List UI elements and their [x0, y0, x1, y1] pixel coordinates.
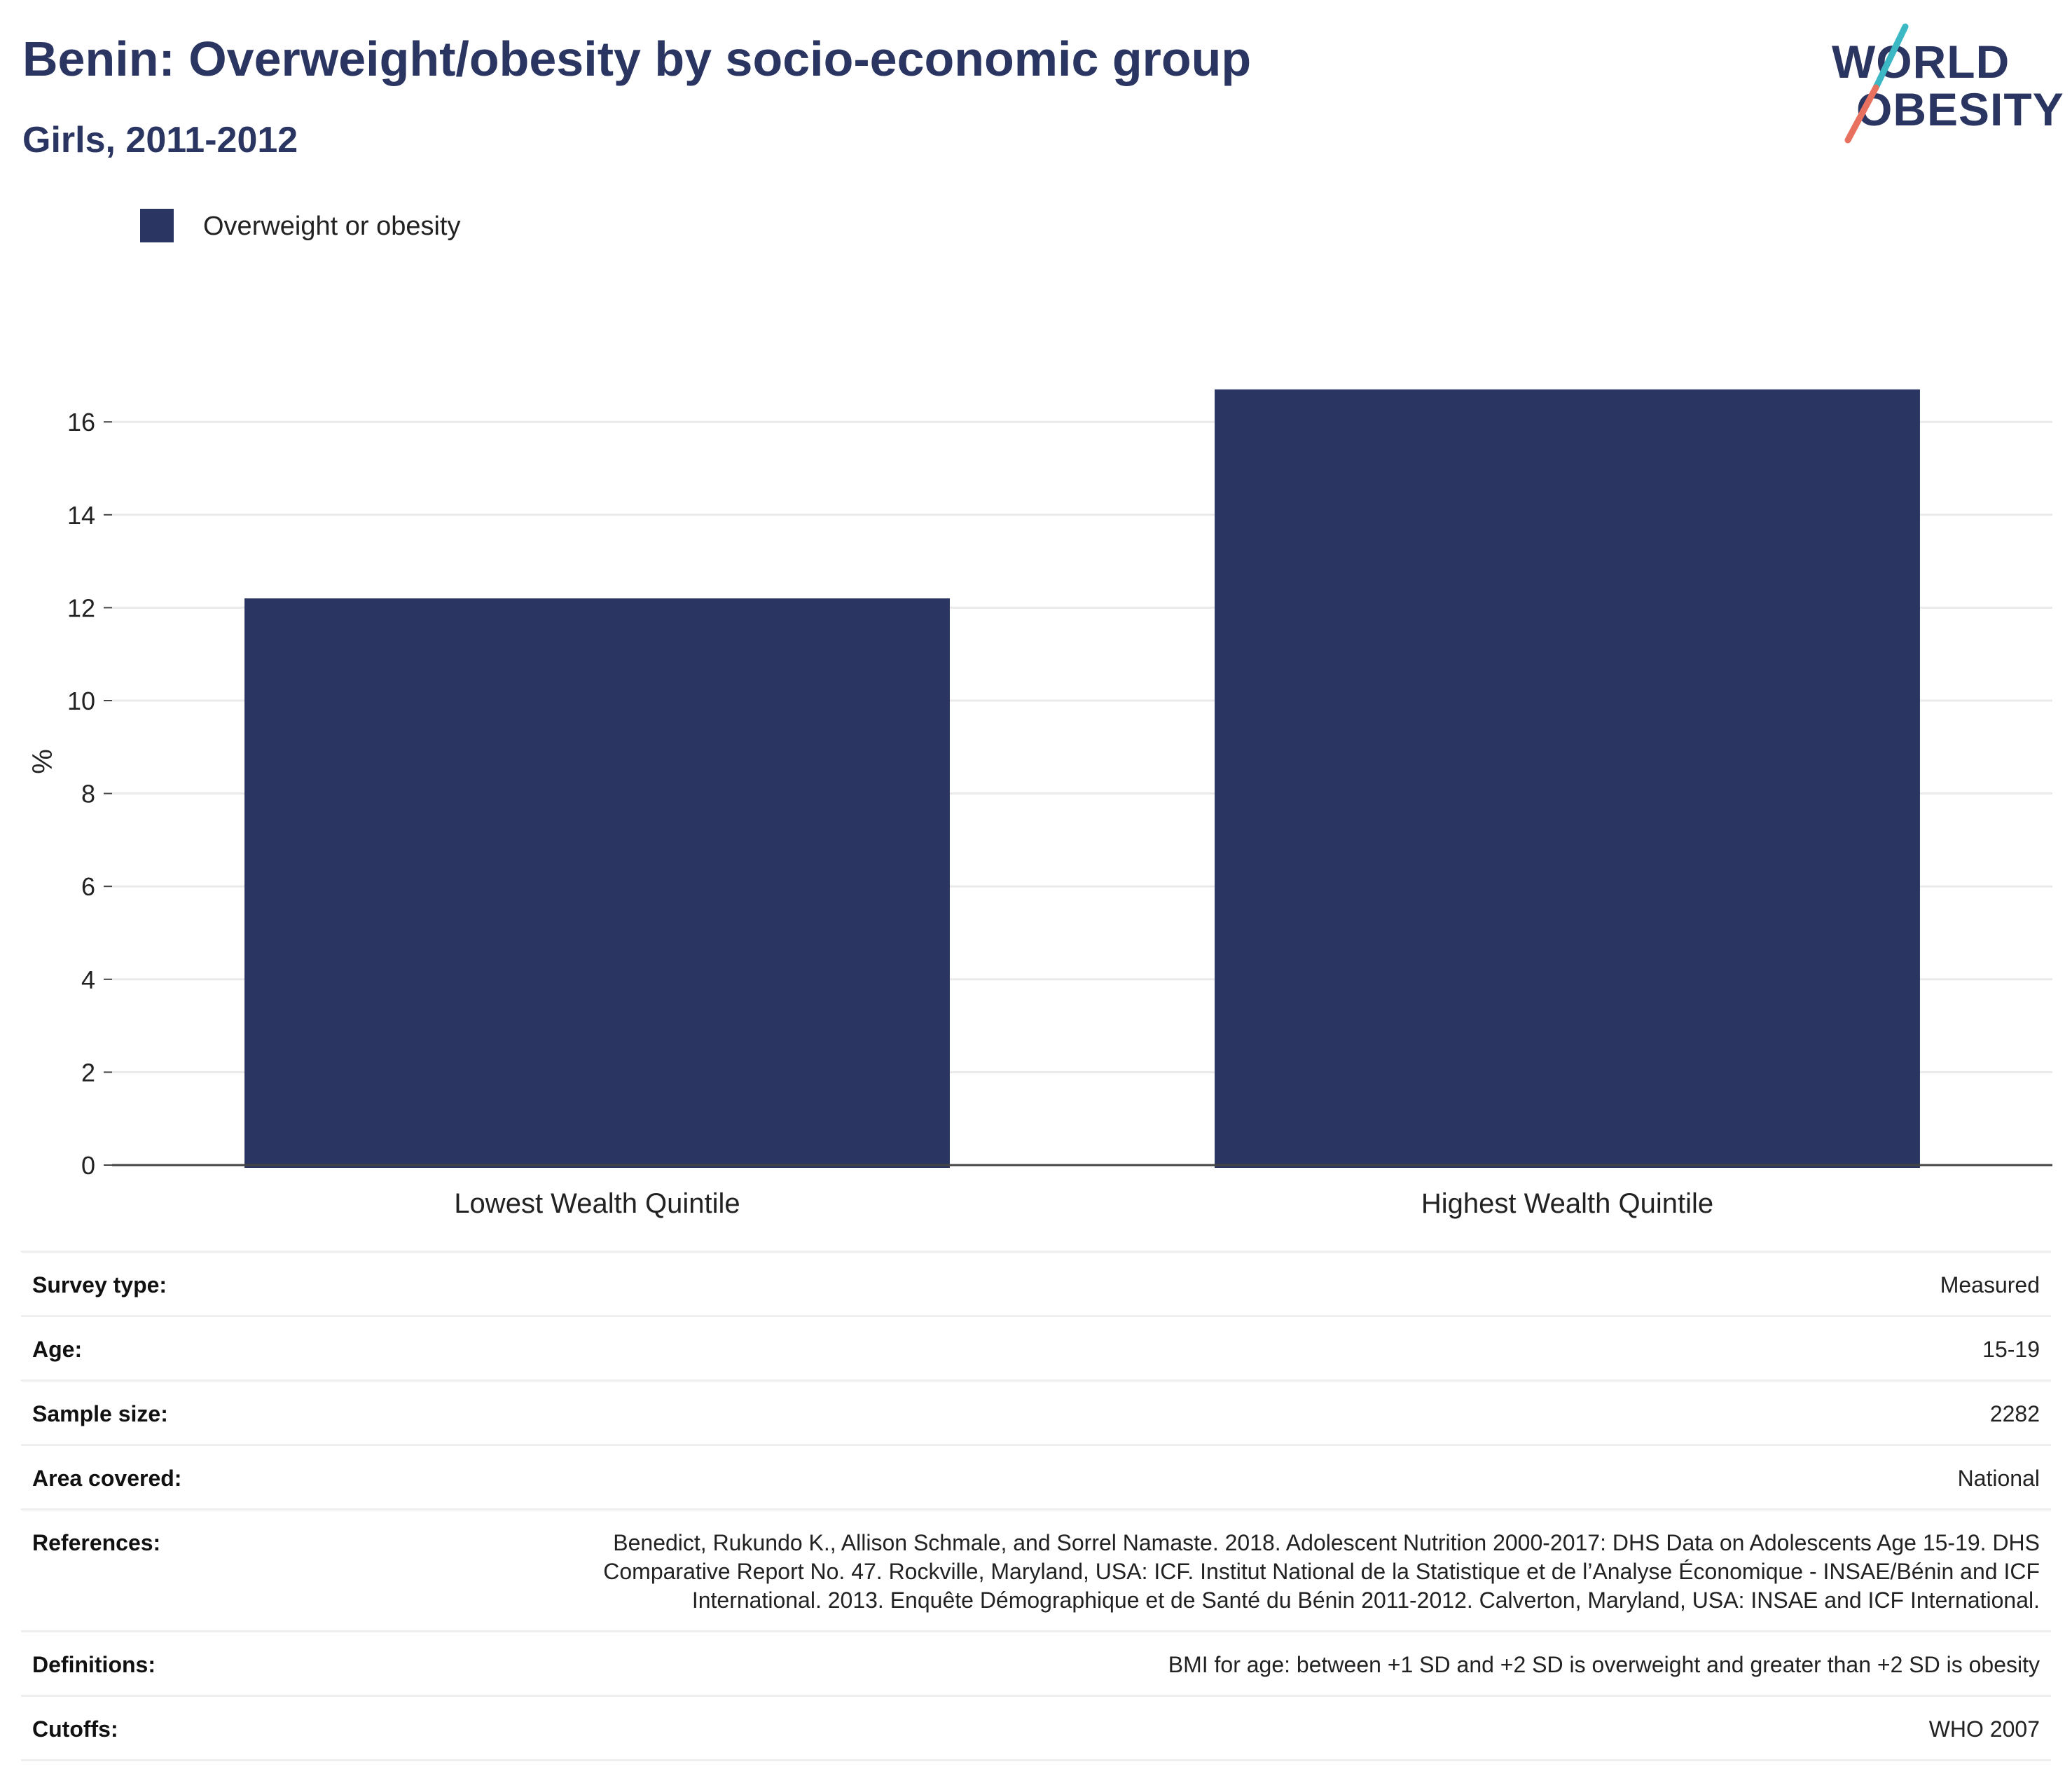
info-value: BMI for age: between +1 SD and +2 SD is … [1168, 1652, 2040, 1677]
info-value: 2282 [1989, 1401, 2040, 1426]
axes: 0 2 4 6 8 10 12 14 16 Lowest Wealth Quintile Highe… [67, 408, 2052, 1219]
y-tick-label: 0 [81, 1151, 95, 1180]
y-tick-label: 2 [81, 1058, 95, 1087]
info-value: National [1957, 1466, 2040, 1491]
y-axis-label: % [27, 749, 58, 774]
survey-info-table: Survey type: Measured Age: 15-19 Sample size… [21, 1251, 2051, 1761]
info-key: Age: [32, 1337, 83, 1362]
y-tick-label: 4 [81, 965, 95, 994]
info-row: Survey type: Measured [21, 1251, 2051, 1315]
info-key: Cutoffs: [32, 1716, 118, 1742]
info-key: References: [32, 1530, 161, 1555]
info-row: References: Benedict, Rukundo K., Allison… [21, 1508, 2051, 1630]
info-key: Survey type: [32, 1272, 167, 1297]
chart-title: Benin: Overweight/obesity by socio-econo… [22, 32, 1252, 86]
x-tick-label: Highest Wealth Quintile [1421, 1188, 1713, 1219]
y-tick-label: 6 [81, 872, 95, 901]
logo-text-line1: WORLD [1832, 36, 2010, 88]
legend-label: Overweight or obesity [203, 212, 461, 241]
info-value: Measured [1940, 1272, 2040, 1297]
info-row: Sample size: 2282 [21, 1379, 2051, 1444]
logo-text-line2: OBESITY [1856, 83, 2064, 135]
bars [244, 389, 1920, 1168]
x-tick-label: Lowest Wealth Quintile [454, 1188, 740, 1219]
bar-chart: 0 2 4 6 8 10 12 14 16 Lowest Wealth Quintile Highe… [27, 389, 2052, 1219]
bar [244, 598, 950, 1168]
info-value: Benedict, Rukundo K., Allison Schmale, a… [603, 1530, 2040, 1613]
info-key: Definitions: [32, 1652, 156, 1677]
info-row: Area covered: National [21, 1444, 2051, 1508]
y-tick-label: 14 [67, 501, 95, 530]
info-row: Cutoffs: WHO 2007 [21, 1695, 2051, 1761]
info-value: 15-19 [1982, 1337, 2040, 1362]
info-row: Definitions: BMI for age: between +1 SD a… [21, 1630, 2051, 1695]
y-tick-label: 12 [67, 593, 95, 622]
world-obesity-logo: WORLD OBESITY [1828, 21, 2064, 151]
y-tick-label: 8 [81, 780, 95, 808]
legend-swatch [140, 209, 174, 242]
info-key: Area covered: [32, 1466, 182, 1491]
info-value: WHO 2007 [1928, 1716, 2040, 1742]
info-row: Age: 15-19 [21, 1315, 2051, 1379]
logo-slash-icon [1844, 23, 1909, 144]
y-tick-label: 10 [67, 687, 95, 715]
y-tick-label: 16 [67, 408, 95, 436]
bar [1215, 389, 1920, 1168]
chart-subtitle: Girls, 2011-2012 [22, 120, 298, 160]
info-key: Sample size: [32, 1401, 168, 1426]
